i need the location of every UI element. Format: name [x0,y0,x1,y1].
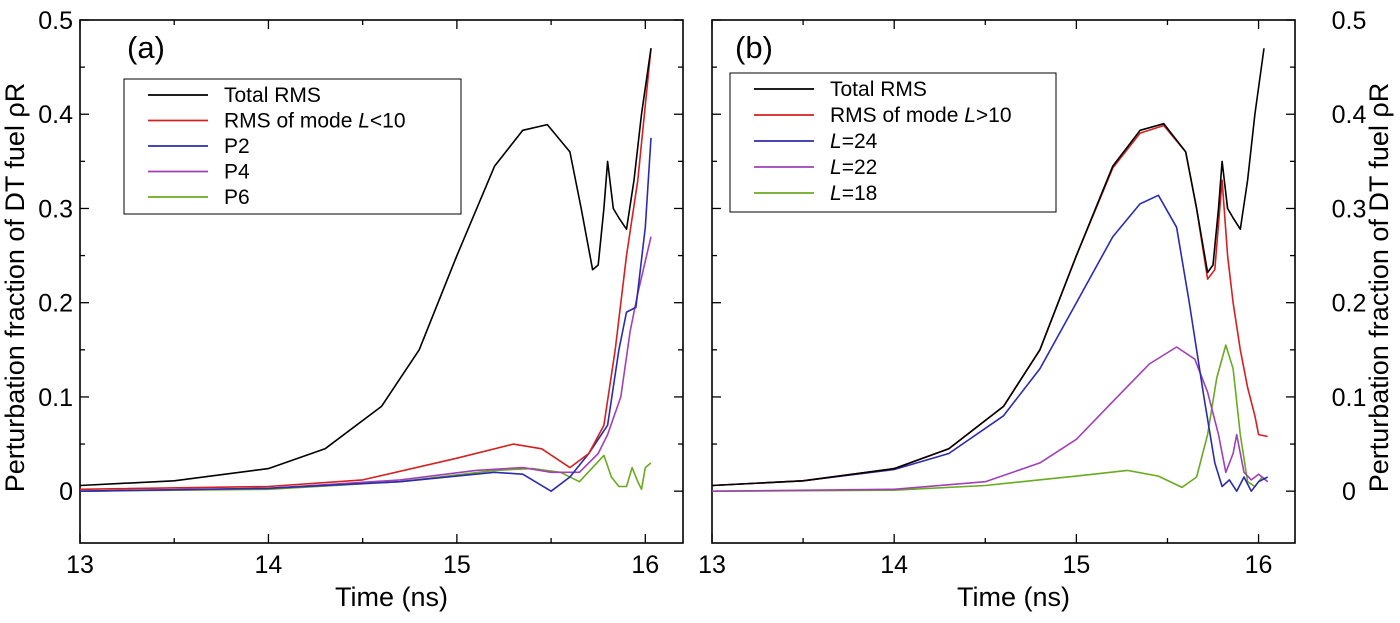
legend-entry: L=24 [830,130,878,153]
y-tick-label: 0.4 [38,101,73,129]
y-tick-label: 0.4 [1332,101,1367,129]
plot-frame [711,19,1296,544]
x-axis-title: Time (ns) [335,582,448,612]
legend-entry: Total RMS [224,84,321,107]
x-tick-label: 13 [66,551,94,579]
y-axis-title: Perturbation fraction of DT fuel ρR [1364,83,1394,493]
y-axis-title: Perturbation fraction of DT fuel ρR [0,83,30,493]
y-tick-label: 0.2 [38,290,73,318]
panel-label: (b) [735,30,773,65]
series-group [712,48,1269,492]
x-tick-label: 14 [255,551,283,579]
legend-entry: P2 [224,135,250,158]
legend-entry: L=18 [830,182,877,205]
series-line-l-18 [712,344,1269,492]
legend-entry: P6 [224,186,250,209]
y-tick-label: 0 [1342,478,1356,506]
y-tick-label: 0.1 [38,384,73,412]
x-tick-label: 15 [1062,551,1090,579]
y-tick-label: 0 [59,478,73,506]
x-tick-label: 13 [698,551,726,579]
y-tick-label: 0.1 [1332,384,1367,412]
y-tick-label: 0.5 [38,7,73,35]
series-group [80,48,652,492]
y-tick-label: 0.3 [38,195,73,223]
x-tick-label: 15 [443,551,471,579]
legend-entry: RMS of mode L<10 [224,110,406,133]
x-tick-label: 14 [880,551,908,579]
y-tick-label: 0.5 [1332,7,1367,35]
legend-entry: L=22 [830,156,877,179]
y-tick-label: 0.3 [1332,195,1367,223]
series-line-total-rms [80,48,652,487]
series-line-p6 [80,454,652,492]
series-line-l-22 [712,346,1269,492]
x-axis-title: Time (ns) [957,582,1070,612]
series-line-l-24 [712,194,1269,492]
chart-panel-a: 13 14 15 16 0 0.1 0.2 0.3 0.4 0.5 Time (ns) Perturb… [0,7,684,612]
legend-entry: P4 [224,161,250,184]
panel-label: (a) [127,30,165,65]
x-tick-label: 16 [631,551,659,579]
legend: Total RMS RMS of mode L>10 L=24 L=22 L=18 [729,72,1057,213]
plot-frame [79,19,684,544]
y-tick-label: 0.2 [1332,290,1367,318]
legend-box [729,72,1057,213]
series-line-p4 [80,236,652,492]
legend-entry: Total RMS [830,78,927,101]
x-tick-label: 16 [1245,551,1273,579]
chart-panel-b: 13 14 15 16 0 0.1 0.2 0.3 0.4 0.5 Time (ns) Perturb… [698,7,1394,612]
series-line-p2 [80,137,652,492]
series-line-total-rms [712,48,1265,487]
legend-entry: RMS of mode L>10 [830,104,1012,127]
series-line-rms-of-mode-l-10 [80,48,652,491]
